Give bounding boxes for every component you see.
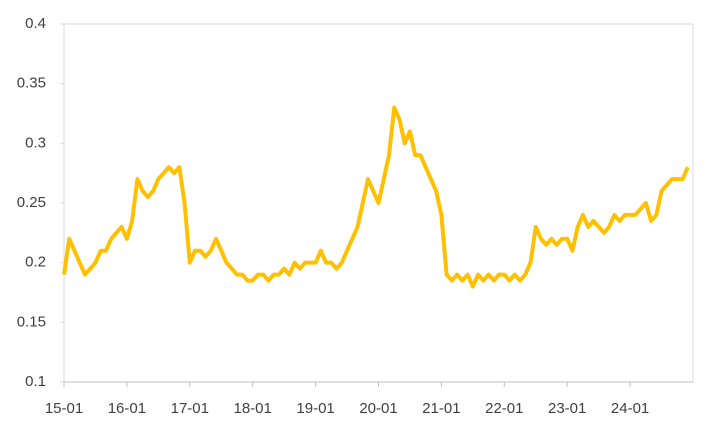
x-tick-label: 24-01 — [611, 400, 649, 417]
y-tick-label: 0.1 — [25, 373, 46, 390]
x-tick-label: 15-01 — [45, 400, 83, 417]
x-tick-label: 18-01 — [234, 400, 272, 417]
y-tick-label: 0.15 — [17, 313, 46, 330]
x-tick-label: 19-01 — [296, 400, 334, 417]
x-tick-label: 23-01 — [548, 400, 586, 417]
data-line — [62, 105, 690, 289]
y-tick-label: 0.35 — [17, 75, 46, 92]
x-tick-label: 16-01 — [108, 400, 146, 417]
y-tick-label: 0.25 — [17, 194, 46, 211]
x-tick-label: 17-01 — [171, 400, 209, 417]
y-tick-label: 0.3 — [25, 134, 46, 151]
x-tick-label: 20-01 — [359, 400, 397, 417]
x-tick-label: 21-01 — [422, 400, 460, 417]
x-tick-label: 22-01 — [485, 400, 523, 417]
y-tick-label: 0.2 — [25, 254, 46, 271]
y-tick-label: 0.4 — [25, 15, 46, 32]
